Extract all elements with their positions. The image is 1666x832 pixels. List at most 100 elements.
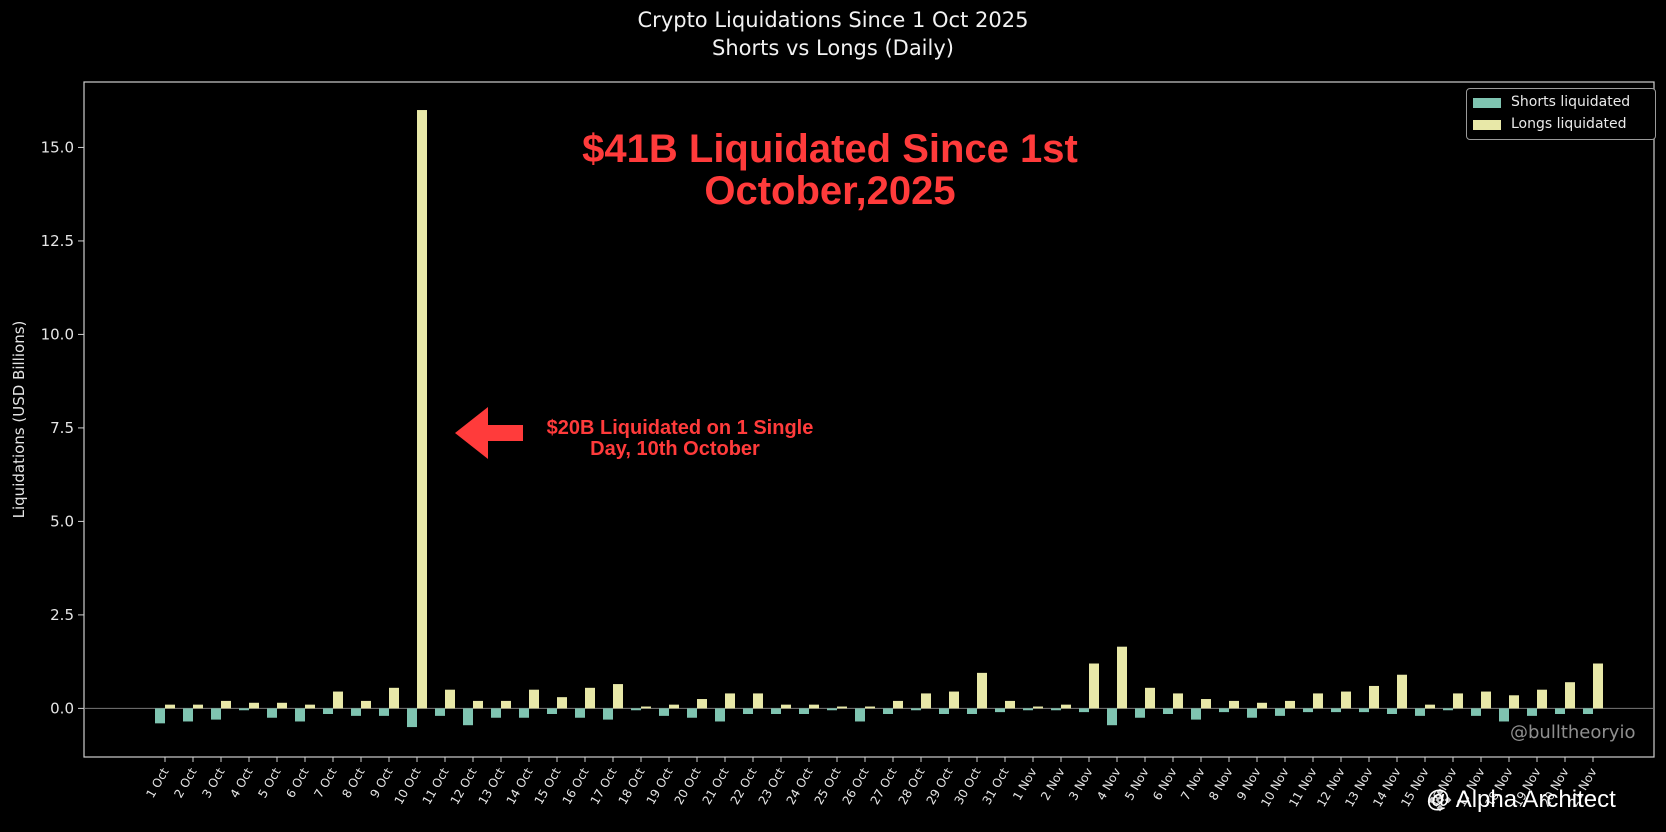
bar-shorts bbox=[603, 708, 613, 720]
bar-longs bbox=[781, 704, 791, 709]
bar-longs bbox=[1313, 693, 1323, 709]
bar-longs bbox=[613, 684, 623, 709]
branding-text: @ Alpha Architect bbox=[1426, 786, 1616, 813]
x-tick-label: 2 Nov bbox=[1038, 766, 1068, 803]
bar-longs bbox=[1145, 687, 1155, 709]
bar-longs bbox=[669, 704, 679, 709]
y-tick-label: 12.5 bbox=[41, 232, 74, 250]
bar-shorts bbox=[883, 708, 893, 714]
bar-longs bbox=[585, 687, 595, 709]
bar-longs bbox=[1509, 695, 1519, 709]
bar-longs bbox=[921, 693, 931, 709]
chart-title: Crypto Liquidations Since 1 Oct 2025 bbox=[637, 8, 1029, 32]
bar-longs bbox=[1089, 663, 1099, 709]
chart-legend: Shorts liquidated Longs liquidated bbox=[1466, 88, 1656, 140]
bar-longs bbox=[1173, 693, 1183, 709]
x-tick-label: 1 Oct bbox=[143, 765, 171, 800]
bar-shorts bbox=[995, 708, 1005, 713]
x-tick-label: 9 Oct bbox=[367, 765, 395, 800]
legend-item-shorts: Shorts liquidated bbox=[1467, 93, 1655, 113]
legend-label-longs: Longs liquidated bbox=[1511, 116, 1627, 132]
bar-longs bbox=[1537, 689, 1547, 709]
bar-longs bbox=[389, 687, 399, 709]
bar-shorts bbox=[491, 708, 501, 718]
bar-shorts bbox=[855, 708, 865, 722]
x-tick-label: 1 Nov bbox=[1010, 766, 1040, 803]
bar-longs bbox=[1593, 663, 1603, 709]
bar-longs bbox=[417, 110, 427, 709]
bar-shorts bbox=[155, 708, 165, 724]
bar-shorts bbox=[323, 708, 333, 714]
bar-shorts bbox=[1275, 708, 1285, 716]
bar-shorts bbox=[1359, 708, 1369, 713]
bar-shorts bbox=[183, 708, 193, 722]
bar-longs bbox=[865, 706, 875, 709]
x-tick-label: 3 Nov bbox=[1066, 766, 1096, 803]
bar-longs bbox=[333, 691, 343, 709]
bar-longs bbox=[893, 700, 903, 709]
x-tick-label: 7 Oct bbox=[311, 765, 339, 800]
bar-shorts bbox=[1135, 708, 1145, 718]
bar-shorts bbox=[1079, 708, 1089, 713]
x-tick-label: 6 Nov bbox=[1150, 766, 1180, 803]
bar-shorts bbox=[463, 708, 473, 726]
bar-shorts bbox=[715, 708, 725, 722]
bar-longs bbox=[193, 704, 203, 709]
legend-swatch-longs bbox=[1473, 120, 1501, 130]
y-axis-label: Liquidations (USD Billions) bbox=[10, 321, 28, 519]
bar-shorts bbox=[743, 708, 753, 714]
bar-longs bbox=[1117, 646, 1127, 709]
bar-shorts bbox=[771, 708, 781, 714]
bar-shorts bbox=[351, 708, 361, 716]
annotation-arrow bbox=[455, 407, 523, 459]
bar-shorts bbox=[239, 708, 249, 711]
bar-longs bbox=[1565, 682, 1575, 709]
x-tick-label: 7 Nov bbox=[1178, 766, 1208, 803]
bar-shorts bbox=[211, 708, 221, 720]
headline-annotation-line2: October,2025 bbox=[704, 169, 956, 213]
bar-longs bbox=[445, 689, 455, 709]
bar-longs bbox=[249, 702, 259, 709]
x-tick-label: 9 Nov bbox=[1234, 766, 1264, 803]
legend-label-shorts: Shorts liquidated bbox=[1511, 94, 1631, 110]
chart-subtitle: Shorts vs Longs (Daily) bbox=[712, 36, 954, 60]
bar-shorts bbox=[1555, 708, 1565, 714]
bar-longs bbox=[1453, 693, 1463, 709]
bar-shorts bbox=[659, 708, 669, 716]
legend-swatch-shorts bbox=[1473, 98, 1501, 108]
callout-annotation-line1: $20B Liquidated on 1 Single bbox=[546, 417, 814, 439]
bar-shorts bbox=[631, 708, 641, 711]
bar-shorts bbox=[575, 708, 585, 718]
bar-longs bbox=[361, 700, 371, 709]
bar-shorts bbox=[827, 708, 837, 711]
x-tick-label: 4 Oct bbox=[227, 765, 255, 800]
bar-shorts bbox=[799, 708, 809, 714]
bar-longs bbox=[697, 699, 707, 709]
bar-longs bbox=[949, 691, 959, 709]
bar-longs bbox=[1005, 700, 1015, 709]
bar-longs bbox=[501, 700, 511, 709]
x-tick-label: 8 Oct bbox=[339, 765, 367, 800]
bar-longs bbox=[1061, 704, 1071, 709]
bar-shorts bbox=[967, 708, 977, 714]
bar-shorts bbox=[1023, 708, 1033, 711]
bar-longs bbox=[641, 706, 651, 709]
bar-shorts bbox=[379, 708, 389, 716]
x-tick-label: 3 Oct bbox=[199, 765, 227, 800]
bar-shorts bbox=[1387, 708, 1397, 714]
bar-longs bbox=[1285, 700, 1295, 709]
bar-shorts bbox=[295, 708, 305, 722]
bar-longs bbox=[1369, 685, 1379, 709]
bar-shorts bbox=[1499, 708, 1509, 722]
bar-shorts bbox=[1219, 708, 1229, 713]
bar-shorts bbox=[1443, 708, 1453, 711]
bar-longs bbox=[529, 689, 539, 709]
bar-shorts bbox=[687, 708, 697, 718]
y-tick-label: 10.0 bbox=[41, 325, 74, 343]
bar-shorts bbox=[1415, 708, 1425, 716]
x-tick-label: 8 Nov bbox=[1206, 766, 1236, 803]
bar-shorts bbox=[1051, 708, 1061, 711]
headline-annotation-line1: $41B Liquidated Since 1st bbox=[582, 127, 1078, 171]
bar-longs bbox=[277, 702, 287, 709]
